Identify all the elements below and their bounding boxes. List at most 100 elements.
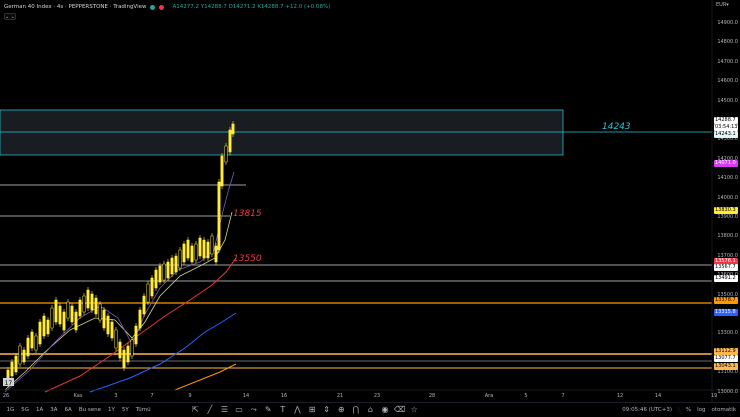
currency-selector[interactable]: EUR▾ bbox=[716, 2, 729, 8]
candle-body bbox=[142, 295, 146, 315]
candle-body bbox=[110, 321, 114, 339]
candle-body bbox=[150, 277, 154, 297]
time-label: 5 bbox=[524, 393, 528, 399]
time-label: 3 bbox=[114, 393, 118, 399]
trendline-icon[interactable]: ╱ bbox=[207, 405, 213, 414]
price-tag: 03:54:13 bbox=[714, 124, 738, 131]
ohlc-values: A14277.2 Y14288.7 D14271.2 K14288.7 +12.… bbox=[172, 4, 331, 10]
timeframe-button[interactable]: 3A bbox=[50, 407, 58, 413]
timeframe-button[interactable]: 1Y bbox=[107, 407, 115, 413]
fib-icon[interactable]: ☰ bbox=[220, 405, 229, 414]
pattern-icon[interactable]: ⋀ bbox=[294, 405, 301, 414]
price-tag: 14288.7 bbox=[714, 117, 738, 124]
price-tag: 13315.8 bbox=[714, 309, 738, 316]
time-label: 26 bbox=[2, 393, 10, 399]
price-tag: 13567.7 bbox=[714, 264, 738, 271]
timeframe-button[interactable]: 1G bbox=[6, 407, 15, 413]
ma-red-line bbox=[44, 257, 237, 393]
auto-toggle[interactable]: otomatik bbox=[711, 406, 736, 413]
clock-label[interactable]: 09:05:46 (UTC+3) bbox=[622, 406, 673, 413]
candle-body bbox=[22, 349, 26, 363]
price-label: 13300.0 bbox=[717, 330, 738, 337]
annotation-13550[interactable]: 13550 bbox=[233, 254, 262, 264]
zoom-icon[interactable]: ⊕ bbox=[337, 405, 345, 414]
price-label: 14900.0 bbox=[717, 20, 738, 26]
candle-body bbox=[198, 237, 202, 257]
candle-body bbox=[202, 239, 206, 259]
price-tag: 13576.1 bbox=[714, 258, 738, 265]
candle-body bbox=[118, 341, 122, 359]
annotation-13815[interactable]: 13815 bbox=[233, 209, 262, 219]
time-label: Kas bbox=[73, 393, 83, 399]
price-tag: 13112.9 bbox=[714, 348, 738, 355]
path-icon[interactable]: ⤳ bbox=[250, 404, 257, 414]
timeframe-list: 1G 5G 1A 3A 6A Bu sene 1Y 5Y Tümü bbox=[0, 407, 154, 413]
time-label: 28 bbox=[428, 393, 436, 399]
brush-icon[interactable]: ✎ bbox=[264, 405, 272, 414]
price-tag: 13077.7 bbox=[714, 355, 738, 362]
candle-body bbox=[42, 315, 46, 337]
timeframe-button[interactable]: 1A bbox=[36, 407, 44, 413]
time-label: 16 bbox=[280, 393, 288, 399]
candle-body bbox=[206, 241, 210, 259]
timeframe-button[interactable]: 6A bbox=[64, 407, 72, 413]
eye-icon[interactable]: ◉ bbox=[381, 405, 389, 414]
candle-body bbox=[58, 305, 62, 325]
timeframe-button[interactable]: 5Y bbox=[121, 407, 129, 413]
price-label: 14700.0 bbox=[717, 58, 738, 65]
collapse-indicators-button[interactable]: ⌄ ⌄ bbox=[4, 13, 16, 20]
price-label: 13500.0 bbox=[717, 291, 738, 298]
price-tag: 13830.3 bbox=[714, 207, 738, 214]
price-label: 13900.0 bbox=[717, 214, 738, 220]
text-icon[interactable]: T bbox=[280, 405, 286, 414]
price-label: 14500.0 bbox=[717, 97, 738, 104]
status-dot-red bbox=[159, 4, 165, 10]
candle-body bbox=[146, 283, 150, 303]
trash-icon[interactable]: ⌫ bbox=[393, 405, 406, 414]
cursor-icon[interactable]: ⇱ bbox=[191, 405, 199, 414]
star-icon[interactable]: ☆ bbox=[410, 405, 418, 414]
time-label: Ara bbox=[484, 393, 494, 399]
candle-body bbox=[10, 361, 14, 377]
candle-body bbox=[166, 261, 170, 279]
candle-body bbox=[134, 325, 138, 345]
rectangle-icon[interactable]: ▭ bbox=[235, 405, 243, 414]
candle-body bbox=[86, 289, 90, 309]
symbol-title[interactable]: German 40 Index · 4s · PEPPERSTONE · Tra… bbox=[4, 4, 147, 10]
candle-body bbox=[34, 335, 38, 351]
price-label: 13000.0 bbox=[717, 388, 738, 395]
candle-body bbox=[228, 129, 232, 153]
candle-body bbox=[90, 293, 94, 311]
timeframe-button[interactable]: 5G bbox=[21, 407, 30, 413]
candle-body bbox=[126, 345, 130, 363]
log-toggle[interactable]: log bbox=[697, 406, 706, 413]
candle-body bbox=[26, 337, 30, 357]
ma-blue-line bbox=[89, 312, 237, 393]
tradingview-logo: 17 bbox=[3, 378, 14, 387]
candle-body bbox=[30, 331, 34, 349]
candle-body bbox=[162, 263, 166, 281]
candle-body bbox=[214, 245, 218, 263]
measure-icon[interactable]: ⇕ bbox=[323, 405, 330, 414]
timeframe-button[interactable]: Tümü bbox=[135, 407, 151, 413]
lock-icon[interactable]: ⌂ bbox=[367, 405, 373, 414]
timeframe-button[interactable]: Bu sene bbox=[78, 407, 101, 413]
time-label: 14 bbox=[242, 393, 250, 399]
bottom-toolbar: 1G 5G 1A 3A 6A Bu sene 1Y 5Y Tümü bbox=[0, 402, 740, 417]
candle-body bbox=[220, 155, 224, 187]
candle-body bbox=[18, 345, 22, 365]
supply-zone-rectangle[interactable] bbox=[0, 109, 564, 156]
candle-body bbox=[62, 311, 66, 331]
time-label: 23 bbox=[373, 393, 381, 399]
magnet-icon[interactable]: ⋂ bbox=[352, 405, 360, 414]
svg-text:17: 17 bbox=[5, 380, 13, 387]
price-label: 14300.0 bbox=[717, 136, 738, 143]
annotation-14243[interactable]: 14243 bbox=[602, 122, 631, 132]
projection-icon[interactable]: ⊞ bbox=[308, 405, 316, 414]
percent-toggle[interactable]: % bbox=[685, 406, 692, 413]
candle-body bbox=[231, 123, 235, 135]
candle-body bbox=[94, 297, 98, 315]
candle-body bbox=[138, 309, 142, 329]
